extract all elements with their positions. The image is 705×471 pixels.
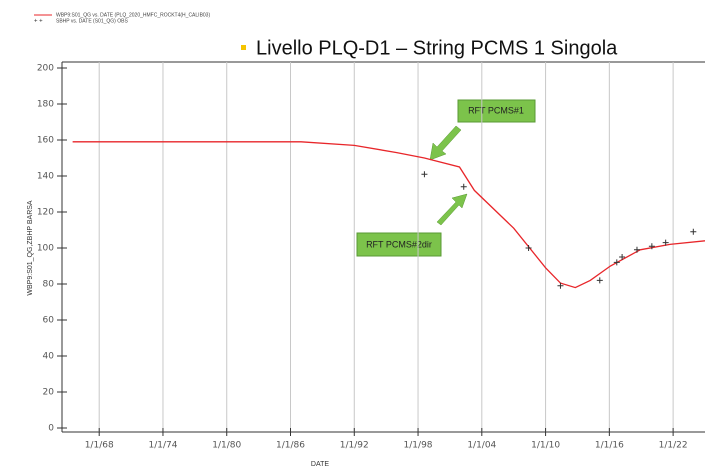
data-point [460,183,467,190]
data-point [633,246,640,253]
y-tick-label: 140 [37,172,54,182]
x-tick-label: 1/1/04 [467,441,496,451]
data-point [662,239,669,246]
x-tick-label: 1/1/80 [212,441,241,451]
legend-entry: SBHP vs. DATE (S01_QG) OBS [56,18,128,24]
x-axis-label: DATE [311,461,329,468]
x-tick-label: 1/1/98 [404,441,433,451]
y-tick-label: 40 [43,352,55,362]
annotation: RFT PCMS#2dir [366,239,432,249]
y-tick-label: 100 [37,244,54,254]
y-axis-label: WBP9:S01_QG,ZBHP BARSA [27,200,34,296]
y-tick-label: 60 [43,316,55,326]
x-tick-label: 1/1/86 [276,441,305,451]
y-tick-label: 80 [43,280,55,290]
y-tick-label: 0 [48,424,54,434]
legend-entry: WBP9:S01_QG vs. DATE (PLQ_2020_HMFC_ROCK… [56,12,210,18]
x-tick-label: 1/1/92 [340,441,369,451]
y-tick-label: 180 [37,100,54,110]
data-point [613,259,620,266]
data-point [421,171,428,178]
data-point [596,277,603,284]
data-point [525,245,532,251]
x-tick-label: 1/1/16 [595,441,624,451]
x-tick-label: 1/1/10 [531,441,560,451]
data-point [557,282,564,289]
annotation: RFT PCMS#1 [468,105,524,115]
annotation-box [457,99,536,123]
annotation-box [356,232,442,257]
x-tick-label: 1/1/22 [659,441,688,451]
data-point [648,243,655,250]
data-point [690,228,697,235]
chart-title: Livello PLQ-D1 – String PCMS 1 Singola [256,37,618,59]
y-tick-label: 200 [37,64,54,74]
data-line [72,141,705,289]
annotation-arrow [436,193,468,226]
legend-marker-sample: + + [34,19,43,25]
y-tick-label: 160 [37,136,54,146]
annotation-arrow [429,125,462,161]
y-tick-label: 120 [37,208,54,218]
data-point [619,254,626,260]
title-bullet [241,45,246,50]
y-tick-label: 20 [43,388,55,398]
x-tick-label: 1/1/74 [148,441,177,451]
x-tick-label: 1/1/68 [85,441,114,451]
